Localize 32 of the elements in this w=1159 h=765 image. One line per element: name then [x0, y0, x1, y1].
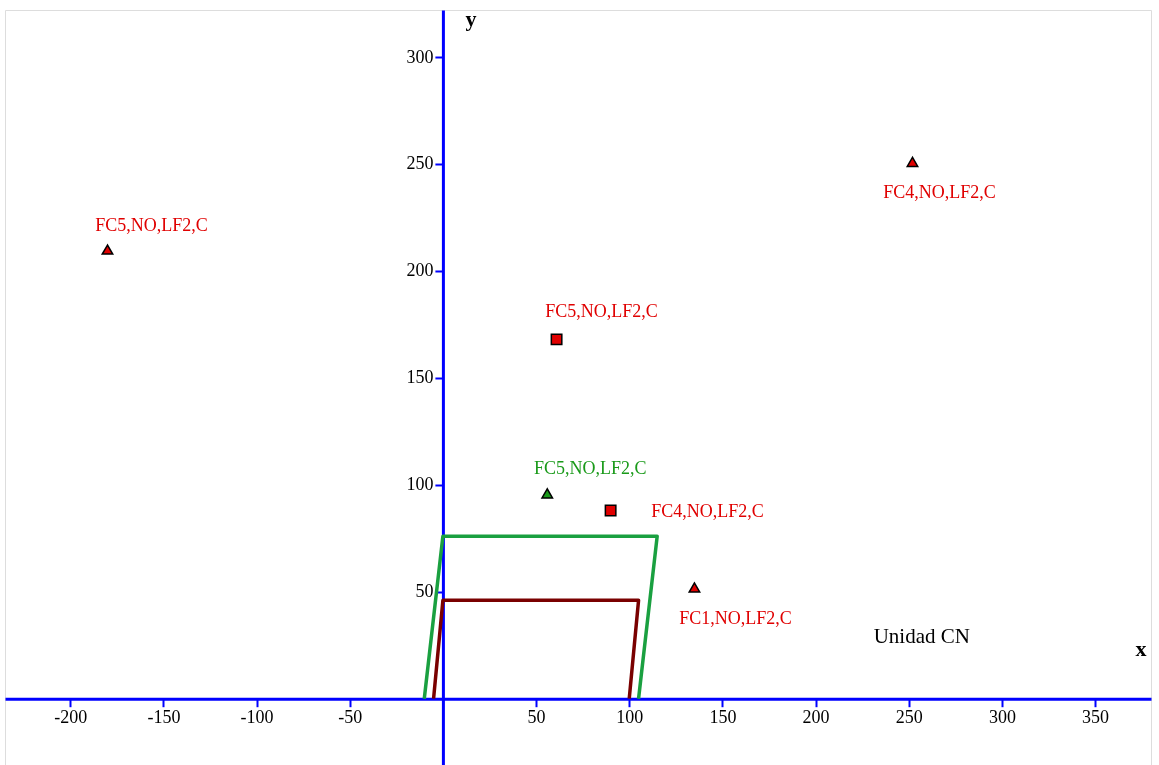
- annotation: Unidad CN: [873, 623, 970, 648]
- x-axis-title: x: [1135, 636, 1147, 662]
- x-tick-label: 250: [895, 707, 923, 728]
- point: [906, 156, 919, 168]
- series-label: FC5,NO,LF2,C: [545, 301, 658, 322]
- series-label: FC5,NO,LF2,C: [95, 214, 208, 235]
- point: [688, 582, 701, 593]
- series-label: FC4,NO,LF2,C: [651, 501, 764, 522]
- y-tick-label: 200: [406, 260, 434, 281]
- x-tick-label: 350: [1082, 707, 1110, 728]
- y-tick-label: 250: [406, 153, 434, 174]
- series-label: FC5,NO,LF2,C: [533, 458, 647, 479]
- x-tick-label: 50: [527, 707, 546, 728]
- y-axis-title: y: [465, 5, 477, 31]
- point: [550, 333, 563, 346]
- series-label: FC1,NO,LF2,C: [679, 608, 792, 629]
- x-tick-label: -200: [54, 707, 88, 728]
- point: [101, 244, 114, 255]
- x-tick-label: 100: [616, 707, 644, 728]
- series-label: FC4,NO,LF2,C: [883, 181, 996, 202]
- y-tick-label: 150: [406, 367, 434, 388]
- point: [604, 504, 617, 517]
- x-tick-label: -150: [147, 707, 181, 728]
- y-tick-label: 50: [415, 581, 434, 602]
- point: [541, 488, 554, 499]
- x-tick-label: -50: [338, 707, 363, 728]
- y-tick-label: 300: [406, 46, 434, 67]
- y-tick-label: 100: [406, 474, 434, 495]
- x-tick-label: -100: [240, 707, 274, 728]
- x-tick-label: 150: [709, 707, 737, 728]
- x-tick-label: 300: [988, 707, 1016, 728]
- x-tick-label: 200: [802, 707, 830, 728]
